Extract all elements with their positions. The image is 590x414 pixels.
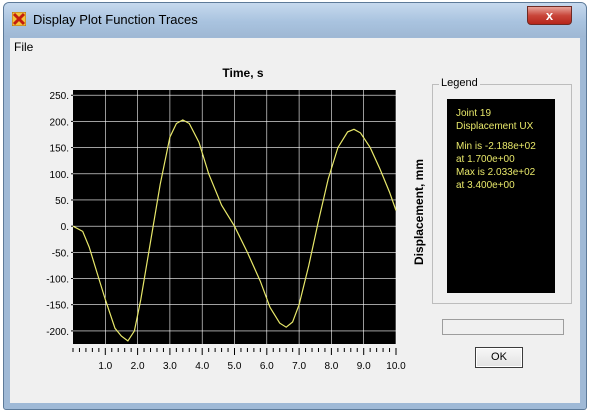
title-bar[interactable]: Display Plot Function Traces x — [4, 3, 586, 37]
ok-button[interactable]: OK — [475, 347, 523, 368]
x-tick-label: 2.0 — [131, 361, 145, 372]
y-tick-label: 200. — [50, 117, 69, 128]
menu-bar: File — [10, 38, 580, 57]
legend-max: Max is 2.033e+02 — [456, 167, 536, 178]
y-tick-label: -150. — [46, 301, 69, 312]
x-tick-label: 9.0 — [357, 361, 371, 372]
menu-file[interactable]: File — [14, 40, 34, 54]
legend-title: Legend — [439, 77, 480, 89]
x-tick-label: 10.0 — [386, 361, 406, 372]
y-tick-label: 0. — [61, 222, 69, 233]
legend-min: Min is -2.188e+02 — [456, 141, 536, 152]
x-tick-label: 1.0 — [98, 361, 112, 372]
legend-min-at: at 1.700e+00 — [456, 154, 515, 165]
plot-title: Time, s — [222, 66, 263, 80]
x-tick-label: 7.0 — [292, 361, 306, 372]
y-tick-label: -200. — [46, 327, 69, 338]
y-tick-label: 150. — [50, 144, 69, 155]
dialog-window: Display Plot Function Traces x File Time… — [3, 2, 587, 410]
plot-area: Time, s 250. 200. 150. 100. 50. 0. -50. -100. -1… — [46, 66, 406, 372]
y-axis-ticks: 250. 200. 150. 100. 50. 0. -50. -100. -150. -200. — [46, 91, 73, 338]
legend-quantity: Displacement UX — [456, 121, 534, 132]
x-axis-ticks: 1.0 2.0 3.0 4.0 5.0 6.0 7.0 8.0 9.0 10.0 — [72, 348, 406, 372]
y-tick-label: -100. — [46, 275, 69, 286]
legend-max-at: at 3.400e+00 — [456, 180, 515, 191]
y-tick-label: 100. — [50, 170, 69, 181]
y-tick-label: 50. — [55, 196, 69, 207]
legend-group: Legend Joint 19 Displacement UX Min is -… — [432, 77, 572, 304]
x-tick-label: 8.0 — [324, 361, 338, 372]
close-button[interactable]: x — [527, 6, 572, 25]
y-tick-label: -50. — [52, 248, 69, 259]
x-tick-label: 4.0 — [195, 361, 209, 372]
y-axis-label: Displacement, mm — [412, 158, 426, 266]
x-tick-label: 6.0 — [260, 361, 274, 372]
status-field — [442, 319, 564, 335]
legend-joint: Joint 19 — [456, 108, 492, 119]
app-icon — [12, 12, 26, 26]
plot-grid — [73, 90, 397, 344]
legend-box: Joint 19 Displacement UX Min is -2.188e+… — [447, 99, 555, 293]
dialog-client-area: Time, s 250. 200. 150. 100. 50. 0. -50. -100. -1… — [10, 57, 580, 403]
x-tick-label: 5.0 — [228, 361, 242, 372]
displacement-trace — [72, 119, 397, 342]
window-title: Display Plot Function Traces — [33, 12, 198, 27]
x-tick-label: 3.0 — [163, 361, 177, 372]
y-tick-label: 250. — [50, 91, 69, 102]
